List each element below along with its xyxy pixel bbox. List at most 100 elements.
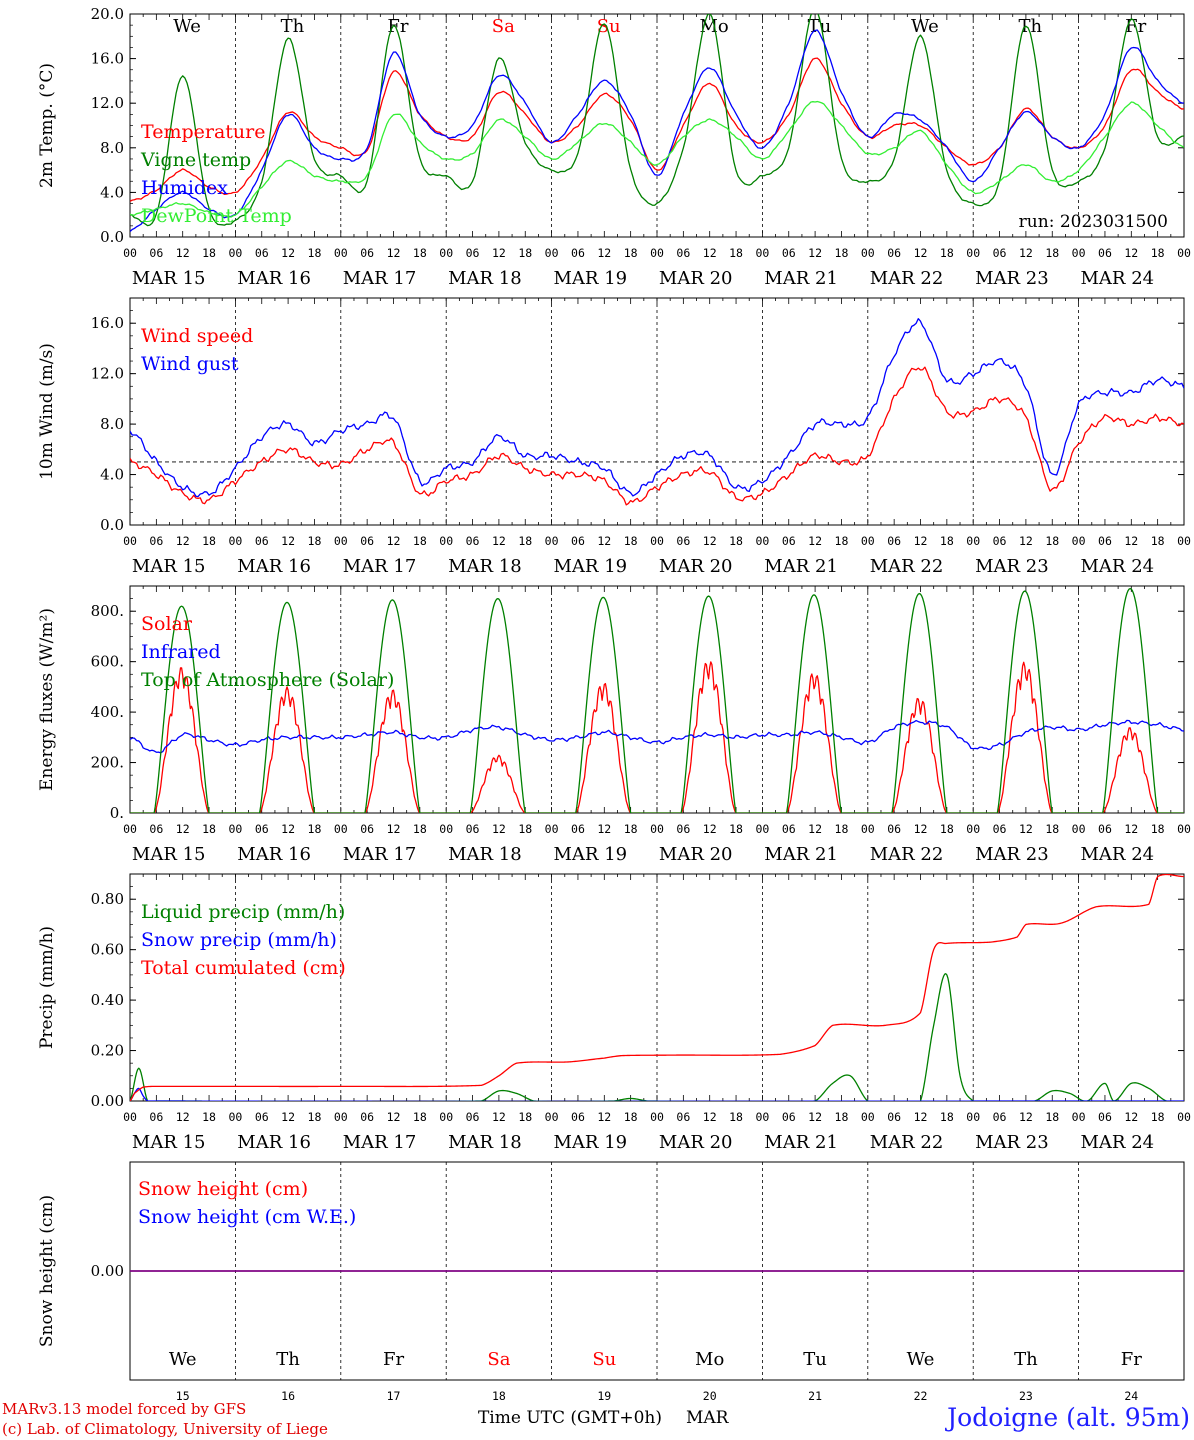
date-label: MAR 15 (132, 556, 206, 577)
weekday-label: Th (1014, 1349, 1038, 1370)
hour-label: 06 (993, 246, 1007, 260)
legend-infrared: Infrared (141, 641, 221, 663)
hour-label: 06 (782, 1110, 796, 1124)
hour-label: 12 (597, 822, 611, 836)
hour-label: 12 (914, 534, 928, 548)
hour-label: 00 (650, 822, 664, 836)
y-axis-label: 10m Wind (m/s) (37, 343, 57, 480)
hour-label: 06 (1098, 1110, 1112, 1124)
date-label: MAR 19 (553, 556, 627, 577)
hour-label: 06 (466, 1110, 480, 1124)
legend-snow-precip-mm-h: Snow precip (mm/h) (141, 929, 337, 951)
hour-label: 12 (703, 822, 717, 836)
hour-label: 06 (782, 822, 796, 836)
legend-dewpoint-temp: DewPoint Temp (141, 205, 292, 227)
day-number-label: 22 (914, 1389, 928, 1403)
weekday-label: Su (597, 16, 621, 37)
hour-label: 06 (676, 534, 690, 548)
y-tick-label: 0. (110, 804, 124, 822)
date-label: MAR 16 (237, 556, 311, 577)
hour-label: 00 (439, 246, 453, 260)
date-label: MAR 18 (448, 844, 522, 865)
date-label: MAR 24 (1080, 556, 1154, 577)
hour-label: 00 (966, 822, 980, 836)
hour-label: 12 (808, 246, 822, 260)
hour-label: 12 (492, 822, 506, 836)
hour-label: 06 (676, 1110, 690, 1124)
date-label: MAR 15 (132, 844, 206, 865)
hour-label: 06 (993, 534, 1007, 548)
hour-label: 06 (149, 822, 163, 836)
date-label: MAR 24 (1080, 844, 1154, 865)
hour-label: 18 (940, 534, 954, 548)
date-label: MAR 24 (1080, 268, 1154, 289)
hour-label: 00 (334, 246, 348, 260)
hour-label: 00 (228, 822, 242, 836)
weekday-label: Sa (492, 16, 515, 37)
series-line-total-cumulated-cm (130, 874, 1184, 1101)
hour-label: 12 (176, 1110, 190, 1124)
hour-label: 06 (782, 534, 796, 548)
hour-label: 06 (887, 534, 901, 548)
weekday-label: Th (281, 16, 305, 37)
hour-label: 00 (228, 1110, 242, 1124)
hour-label: 12 (492, 534, 506, 548)
month-label: MAR (686, 1408, 730, 1428)
hour-label: 06 (466, 246, 480, 260)
hour-label: 12 (1019, 246, 1033, 260)
series-line-wind-gust (130, 318, 1184, 498)
hour-label: 06 (993, 1110, 1007, 1124)
hour-label: 00 (439, 822, 453, 836)
y-tick-label: 12.0 (91, 365, 124, 383)
hour-label: 00 (1177, 1110, 1191, 1124)
hour-label: 00 (439, 1110, 453, 1124)
date-label: MAR 15 (132, 1132, 206, 1153)
series-line-top-of-atmosphere-solar (130, 587, 1184, 813)
hour-label: 06 (360, 534, 374, 548)
hour-label: 00 (650, 246, 664, 260)
hour-label: 12 (1019, 822, 1033, 836)
date-label: MAR 22 (870, 556, 944, 577)
legend-total-cumulated-cm: Total cumulated (cm) (141, 957, 346, 979)
hour-label: 12 (492, 1110, 506, 1124)
series-group (130, 14, 1184, 232)
hour-label: 12 (808, 534, 822, 548)
y-tick-label: 0.80 (91, 890, 124, 908)
date-label: MAR 18 (448, 1132, 522, 1153)
hour-label: 06 (782, 246, 796, 260)
hour-label: 06 (676, 822, 690, 836)
hour-label: 00 (650, 534, 664, 548)
hour-label: 06 (360, 246, 374, 260)
legend-snow-height-cm-w-e: Snow height (cm W.E.) (138, 1206, 356, 1228)
hour-label: 06 (1098, 534, 1112, 548)
hour-label: 12 (281, 246, 295, 260)
panel-snow-height-cm: 0.00 Snow height (cm) We 15 Th 16 Fr 17 Sa 18 Su 19… (37, 1161, 1185, 1403)
hour-label: 06 (887, 822, 901, 836)
hour-label: 12 (1019, 534, 1033, 548)
series-line-vigne-temp (130, 14, 1184, 227)
hour-label: 12 (387, 822, 401, 836)
hour-label: 18 (1151, 246, 1165, 260)
hour-label: 12 (703, 1110, 717, 1124)
hour-label: 00 (1177, 246, 1191, 260)
hour-label: 00 (861, 534, 875, 548)
hour-label: 18 (1045, 822, 1059, 836)
hour-label: 18 (729, 1110, 743, 1124)
date-label: MAR 18 (448, 268, 522, 289)
hour-label: 18 (624, 822, 638, 836)
hour-label: 18 (413, 534, 427, 548)
hour-label: 12 (176, 246, 190, 260)
date-label: MAR 20 (659, 556, 733, 577)
weekday-label: Th (1018, 16, 1042, 37)
weekday-label: We (911, 16, 939, 37)
run-label: run: 2023031500 (1019, 212, 1168, 232)
hour-label: 18 (202, 1110, 216, 1124)
hour-label: 18 (308, 534, 322, 548)
hour-label: 00 (334, 1110, 348, 1124)
y-axis-label: Precip (mm/h) (37, 926, 57, 1049)
hour-label: 12 (1124, 822, 1138, 836)
y-axis-label: Snow height (cm) (37, 1195, 57, 1347)
hour-label: 06 (255, 246, 269, 260)
time-axis-label: Time UTC (GMT+0h) (478, 1408, 662, 1428)
hour-label: 12 (492, 246, 506, 260)
